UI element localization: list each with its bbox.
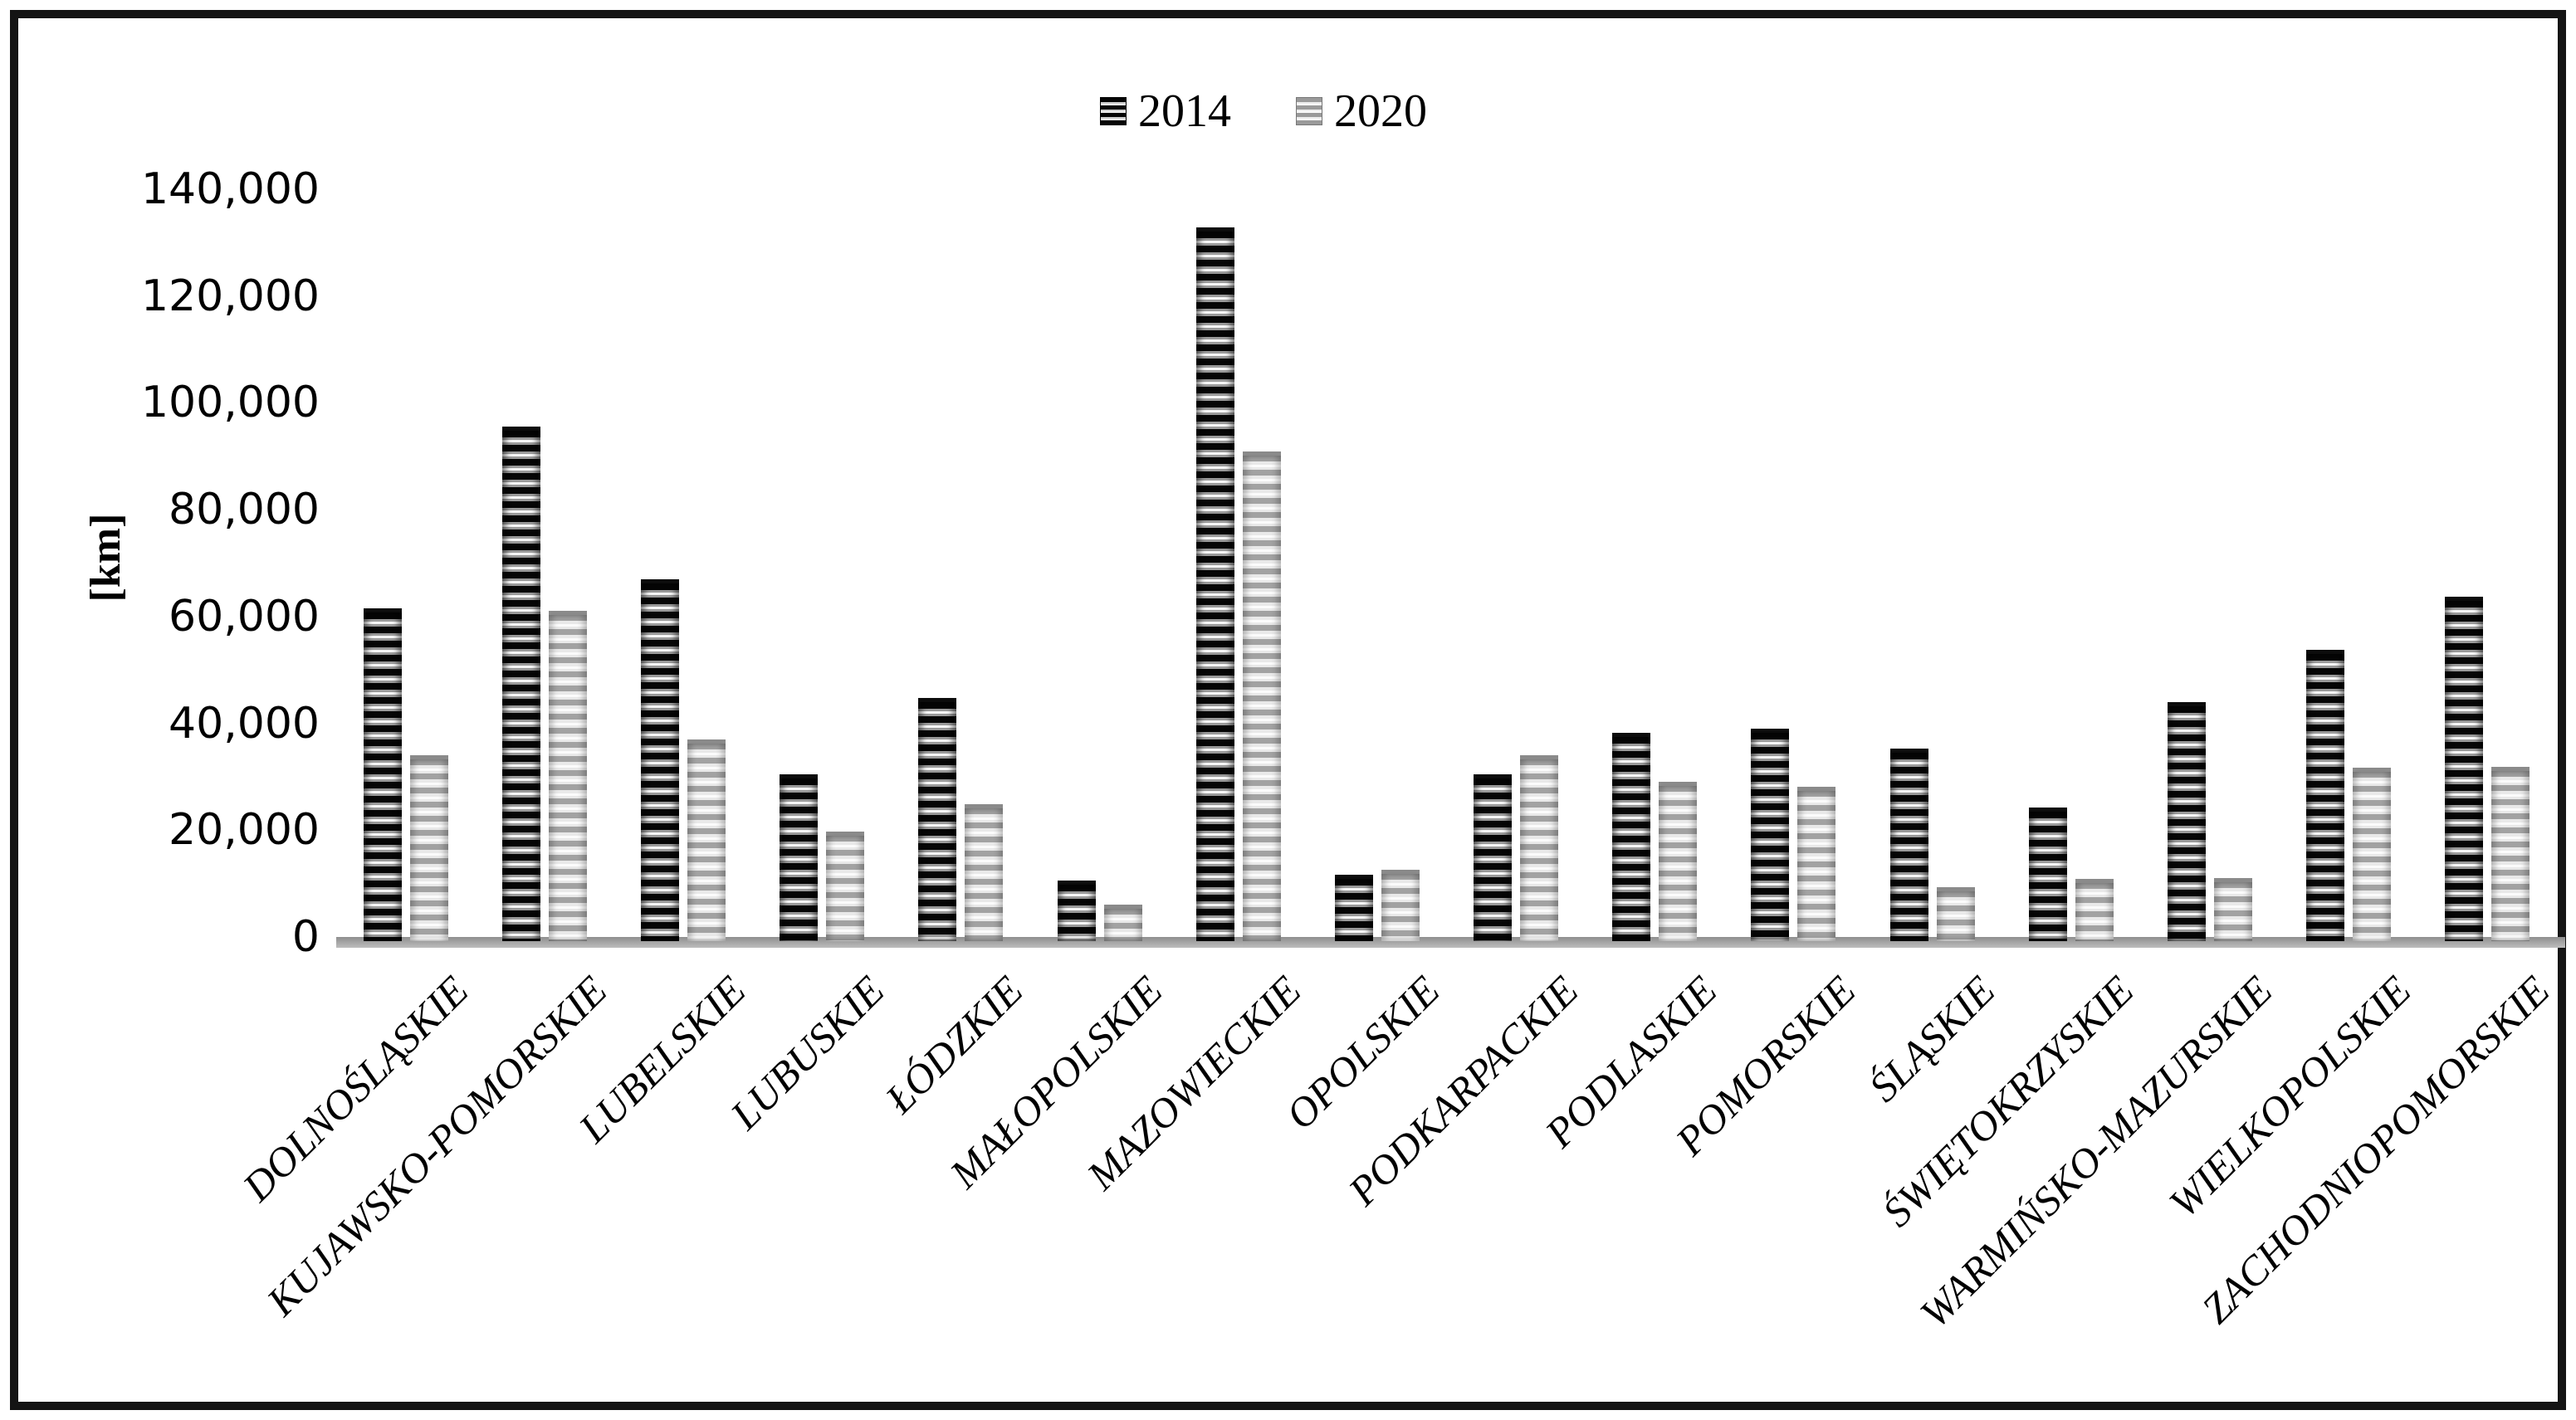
- bar-2020-zachodniopomorskie: [2491, 767, 2530, 941]
- bar-2014-podlaskie: [1612, 733, 1651, 941]
- bar-2014-warmińsko-mazurskie: [2168, 702, 2207, 941]
- bar-2020-lubelskie: [687, 739, 726, 941]
- bar-2014-lubelskie: [640, 579, 679, 941]
- bar-2020-opolskie: [1381, 870, 1420, 941]
- figure-border-frame: 2014 2020 [km] 0 20,000 40,000 60,000 80,000…: [10, 10, 2566, 1410]
- legend-label-2014: 2014: [1138, 85, 1231, 137]
- legend-swatch-2014-icon: [1100, 97, 1127, 125]
- bar-2014-śląskie: [1889, 749, 1928, 941]
- y-tick-80000: 80,000: [169, 485, 320, 535]
- y-tick-0: 0: [291, 912, 320, 962]
- bar-2014-kujawsko-pomorskie: [501, 427, 540, 941]
- bar-2014-wielkopolskie: [2306, 650, 2345, 941]
- bar-2020-podlaskie: [1659, 782, 1698, 941]
- bar-2020-śląskie: [1936, 887, 1975, 941]
- legend-swatch-2020-icon: [1296, 97, 1322, 125]
- bar-2020-świętokrzyskie: [2075, 879, 2114, 941]
- y-tick-20000: 20,000: [169, 805, 320, 856]
- bar-2014-dolnośląskie: [363, 608, 402, 941]
- x-category-label-12: ŚWIĘTOKRZYSKIE: [1873, 966, 2143, 1236]
- bar-2020-lubuskie: [826, 832, 865, 941]
- bar-2014-mazowieckie: [1195, 227, 1234, 941]
- legend-item-2014: 2014: [1100, 88, 1231, 134]
- chart-legend: 2014 2020: [973, 78, 1554, 144]
- bar-2020-kujawsko-pomorskie: [548, 611, 587, 941]
- bar-2020-małopolskie: [1103, 905, 1142, 941]
- bar-2014-łódzkie: [918, 698, 957, 941]
- bar-2014-zachodniopomorskie: [2445, 597, 2484, 941]
- y-tick-120000: 120,000: [140, 271, 320, 321]
- bar-2020-pomorskie: [1797, 787, 1836, 941]
- bar-2020-dolnośląskie: [409, 755, 448, 941]
- x-category-label-14: WIELKOPOLSKIE: [2160, 966, 2420, 1227]
- bar-2014-małopolskie: [1057, 881, 1096, 941]
- bar-2014-opolskie: [1334, 875, 1373, 941]
- bar-2020-mazowieckie: [1242, 451, 1281, 941]
- bar-2020-warmińsko-mazurskie: [2214, 878, 2253, 941]
- legend-label-2020: 2020: [1334, 85, 1427, 137]
- x-category-label-11: ŚLĄSKIE: [1859, 966, 2004, 1111]
- y-tick-60000: 60,000: [169, 591, 320, 642]
- y-tick-100000: 100,000: [140, 378, 320, 428]
- bar-2014-pomorskie: [1751, 729, 1790, 941]
- bar-2020-podkarpackie: [1520, 755, 1559, 941]
- y-tick-140000: 140,000: [140, 164, 320, 214]
- legend-item-2020: 2020: [1296, 88, 1427, 134]
- bar-2020-wielkopolskie: [2353, 768, 2392, 941]
- x-axis-line: [336, 937, 2565, 948]
- bar-2014-świętokrzyskie: [2028, 808, 2067, 941]
- bar-2014-podkarpackie: [1474, 774, 1513, 941]
- bar-2020-łódzkie: [965, 804, 1004, 941]
- bar-2014-lubuskie: [780, 774, 819, 941]
- y-tick-40000: 40,000: [169, 698, 320, 749]
